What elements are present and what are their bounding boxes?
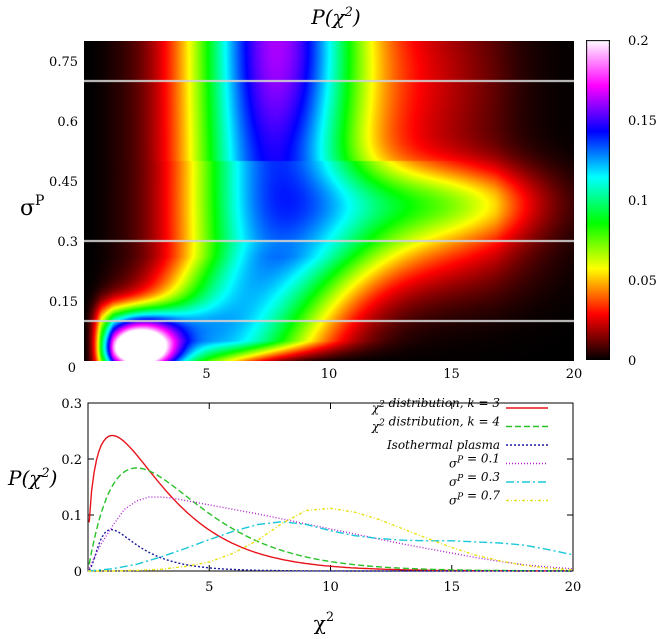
colorbar-tick-label: 0.2 <box>628 34 649 49</box>
series-line-6 <box>88 507 574 572</box>
heatmap-x-tick-label: 20 <box>566 367 583 382</box>
legend-label: χ2 distribution, k = 4 <box>371 415 500 434</box>
heatmap-origin-label: 0 <box>68 361 76 376</box>
legend-label: χ2 distribution, k = 3 <box>371 396 501 415</box>
heatmap-canvas <box>84 41 574 361</box>
legend-label: σP = 0.3 <box>449 470 500 489</box>
line-plot-frame <box>87 402 574 572</box>
heatmap-x-tick-label: 10 <box>321 367 338 382</box>
legend-label: σP = 0.1 <box>449 452 500 471</box>
line-ylabel-main: P(χ <box>7 466 43 490</box>
legend: χ2 distribution, k = 3χ2 distribution, k… <box>371 396 548 508</box>
line-ylabel-close: ) <box>49 466 58 490</box>
heatmap-x-tick-label: 15 <box>443 367 460 382</box>
heatmap-title: P(χ2) <box>310 5 360 29</box>
series-line-3 <box>88 528 572 572</box>
colorbar-tick-label: 0.05 <box>628 274 657 289</box>
heatmap-plot-area <box>84 41 574 361</box>
line-y-tick-label: 0 <box>74 565 82 580</box>
heatmap-y-tick-label: 0.3 <box>57 235 78 250</box>
heatmap-title-close: ) <box>352 5 361 29</box>
line-y-ticks: 0 0.1 0.2 0.3 <box>61 397 573 580</box>
line-xlabel: χ2 <box>314 610 334 635</box>
line-series-group <box>87 434 574 572</box>
heatmap-y-tick-label: 0.6 <box>57 115 78 130</box>
heatmap-title-main: P(χ <box>310 5 346 29</box>
line-y-tick-label: 0.3 <box>61 397 82 412</box>
heatmap-y-ticks: 0.15 0.3 0.45 0.6 0.75 <box>49 55 78 310</box>
colorbar-tick-label: 0 <box>628 354 636 369</box>
heatmap-y-tick-label: 0.45 <box>49 175 78 190</box>
heatmap-ylabel: σP <box>20 193 44 221</box>
heatmap-y-tick-label: 0.15 <box>49 295 78 310</box>
line-xlabel-sup: 2 <box>326 610 334 625</box>
line-x-tick-label: 5 <box>205 580 213 595</box>
heatmap-x-ticks: 5 10 15 20 <box>202 367 582 382</box>
heatmap-ylabel-main: σ <box>20 196 35 221</box>
colorbar-tick-labels: 0 0.05 0.1 0.15 0.2 <box>628 34 657 369</box>
line-x-tick-label: 15 <box>443 580 460 595</box>
heatmap-ylabel-sup: P <box>35 193 44 209</box>
heatmap-title-sup: 2 <box>344 5 353 20</box>
line-x-ticks: 5 10 15 20 <box>205 403 581 595</box>
series-line-5 <box>87 520 574 572</box>
line-y-tick-label: 0.2 <box>61 453 82 468</box>
colorbar-tick-label: 0.15 <box>628 114 657 129</box>
heatmap-x-tick-label: 5 <box>202 367 210 382</box>
line-x-tick-label: 10 <box>322 580 339 595</box>
colorbar-canvas <box>586 40 610 360</box>
line-ylabel-sup: 2 <box>40 466 49 481</box>
line-ylabel: P(χ2) <box>7 466 57 490</box>
line-xlabel-main: χ <box>314 611 326 635</box>
line-x-tick-label: 20 <box>565 580 582 595</box>
series-line-4 <box>87 496 574 572</box>
colorbar <box>586 40 610 360</box>
line-y-tick-label: 0.1 <box>61 509 82 524</box>
legend-label: σP = 0.7 <box>449 489 500 508</box>
legend-label: Isothermal plasma <box>386 438 500 452</box>
heatmap-y-tick-label: 0.75 <box>49 55 78 70</box>
colorbar-tick-label: 0.1 <box>628 194 649 209</box>
